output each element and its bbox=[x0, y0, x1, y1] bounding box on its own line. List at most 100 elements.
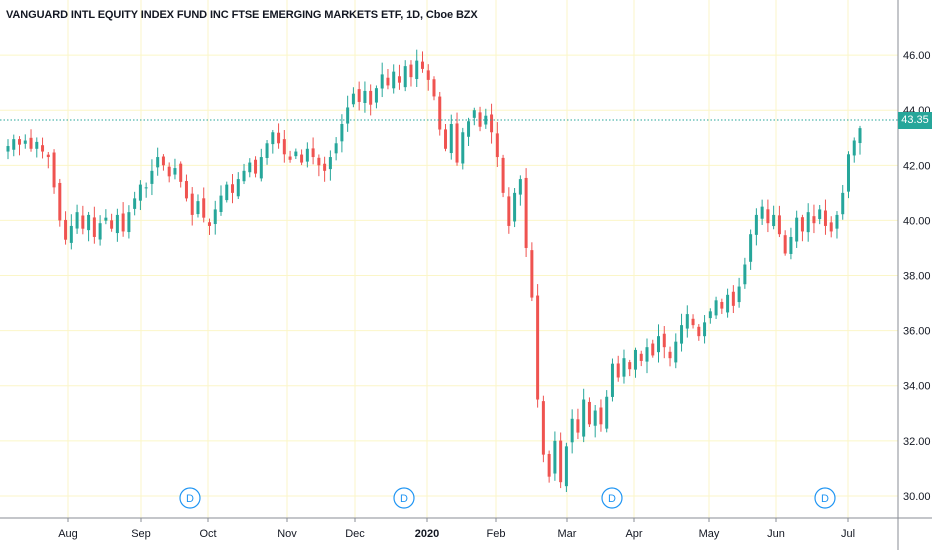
candle bbox=[490, 103, 494, 144]
candle-body bbox=[334, 143, 338, 154]
candle-body bbox=[219, 195, 223, 213]
dividend-marker-circle[interactable] bbox=[814, 487, 836, 509]
candle-body bbox=[731, 291, 735, 306]
dividend-marker-label[interactable]: D bbox=[400, 493, 408, 505]
dividend-marker[interactable]: D bbox=[179, 487, 201, 509]
candle-body bbox=[409, 64, 413, 78]
chart-title: VANGUARD INTL EQUITY INDEX FUND INC FTSE… bbox=[6, 9, 478, 21]
x-tick-label: Nov bbox=[277, 528, 297, 540]
candle bbox=[202, 187, 206, 223]
candle bbox=[346, 95, 350, 132]
dividend-marker[interactable]: D bbox=[393, 487, 415, 509]
candle-body bbox=[81, 215, 85, 229]
candle-body bbox=[639, 353, 643, 361]
candle bbox=[812, 204, 816, 234]
candle-body bbox=[685, 314, 689, 329]
dividend-marker-circle[interactable] bbox=[393, 487, 415, 509]
candle bbox=[219, 185, 223, 216]
candle-body bbox=[513, 192, 517, 222]
candle bbox=[703, 315, 707, 344]
candle-body bbox=[662, 333, 666, 348]
candle bbox=[265, 140, 269, 165]
candle bbox=[559, 432, 563, 489]
candle-body bbox=[766, 209, 770, 224]
candle bbox=[179, 161, 183, 188]
candle-body bbox=[386, 77, 390, 86]
candle-body bbox=[363, 90, 367, 103]
candle-body bbox=[777, 215, 781, 235]
dividend-marker-circle[interactable] bbox=[179, 487, 201, 509]
candle-body bbox=[582, 399, 586, 437]
candle-body bbox=[541, 401, 545, 455]
candle bbox=[645, 338, 649, 374]
candle bbox=[305, 142, 309, 168]
candle-body bbox=[645, 347, 649, 362]
dividend-marker-label[interactable]: D bbox=[186, 493, 194, 505]
candle bbox=[691, 314, 695, 329]
candle-body bbox=[288, 156, 292, 160]
candle-body bbox=[271, 132, 275, 145]
candle-body bbox=[18, 139, 22, 145]
y-tick-label: 34.00 bbox=[903, 381, 931, 393]
candle-body bbox=[800, 217, 804, 232]
y-tick-label: 38.00 bbox=[903, 271, 931, 283]
candle bbox=[553, 431, 557, 481]
candle-body bbox=[599, 407, 603, 425]
candle-body bbox=[184, 181, 188, 199]
candle bbox=[438, 91, 442, 136]
candle-body bbox=[323, 163, 327, 171]
dividend-marker-label[interactable]: D bbox=[608, 493, 616, 505]
dividend-marker-circle[interactable] bbox=[601, 487, 623, 509]
candle-body bbox=[75, 212, 79, 229]
candle-body bbox=[179, 163, 183, 182]
candle-body bbox=[576, 419, 580, 433]
candle bbox=[46, 151, 50, 169]
candle bbox=[115, 208, 119, 242]
candle-body bbox=[564, 446, 568, 487]
candle bbox=[680, 313, 684, 352]
candle bbox=[852, 137, 856, 163]
candle-body bbox=[754, 214, 758, 235]
dividend-marker[interactable]: D bbox=[601, 487, 623, 509]
candle-body bbox=[161, 156, 165, 166]
candle bbox=[397, 64, 401, 90]
candle-body bbox=[570, 418, 574, 443]
candle bbox=[789, 227, 793, 260]
candle bbox=[403, 60, 407, 92]
candle-body bbox=[196, 201, 200, 215]
candle bbox=[213, 200, 217, 235]
candle-body bbox=[783, 235, 787, 254]
candle-body bbox=[703, 322, 707, 337]
candle-body bbox=[507, 196, 511, 226]
candle bbox=[190, 187, 194, 226]
candle bbox=[254, 156, 258, 178]
candle-body bbox=[167, 166, 171, 177]
candle bbox=[294, 148, 298, 159]
candle bbox=[605, 390, 609, 433]
candle bbox=[75, 204, 79, 234]
candle-body bbox=[254, 159, 258, 174]
candle-body bbox=[472, 110, 476, 118]
current-price-label: 43.35 bbox=[898, 112, 932, 129]
y-tick-label: 46.00 bbox=[903, 50, 931, 62]
x-tick-label: Apr bbox=[625, 528, 642, 540]
dividend-marker-label[interactable]: D bbox=[821, 493, 829, 505]
candle bbox=[231, 174, 235, 204]
candle-body bbox=[674, 341, 678, 363]
x-tick-label: Aug bbox=[58, 528, 78, 540]
dividend-marker[interactable]: D bbox=[814, 487, 836, 509]
candle-body bbox=[173, 168, 177, 175]
candle bbox=[726, 288, 730, 318]
candle bbox=[576, 408, 580, 440]
candle-body bbox=[726, 294, 730, 313]
candle bbox=[357, 81, 361, 111]
candle-body bbox=[41, 145, 45, 152]
candle-body bbox=[628, 362, 632, 370]
candle-body bbox=[52, 152, 56, 188]
candle bbox=[409, 60, 413, 87]
candle bbox=[495, 122, 499, 167]
candle-body bbox=[369, 90, 373, 105]
x-tick-label: Oct bbox=[199, 528, 216, 540]
candle bbox=[800, 214, 804, 242]
candle-body bbox=[708, 311, 712, 319]
